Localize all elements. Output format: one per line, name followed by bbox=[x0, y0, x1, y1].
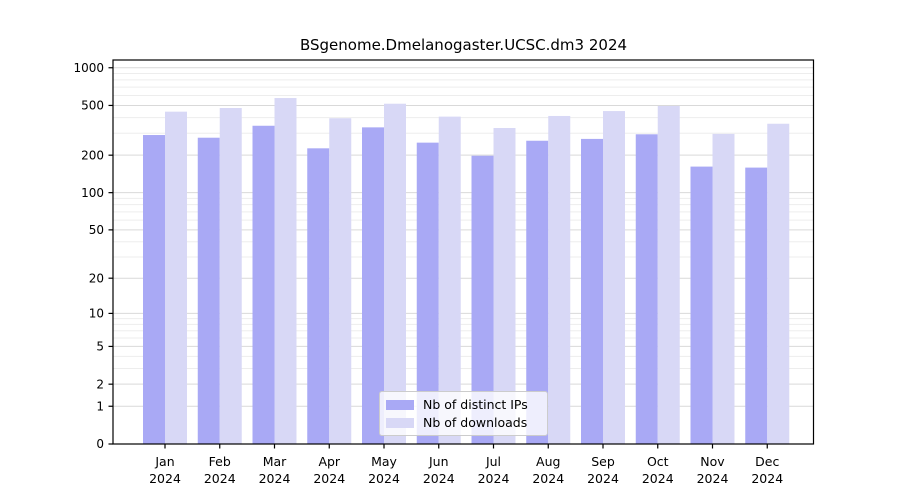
legend-entry-distinct-ips: Nb of distinct IPs bbox=[386, 397, 541, 412]
bar-downloads-nov bbox=[712, 133, 735, 445]
plot-frame bbox=[112, 59, 815, 445]
y-tick-label: 10 bbox=[89, 307, 104, 321]
bar-distinct-ips-apr bbox=[307, 148, 330, 444]
y-tick-label: 500 bbox=[81, 99, 104, 113]
bar-downloads-aug bbox=[548, 115, 571, 444]
bar-downloads-jun bbox=[438, 116, 461, 444]
y-tick-label: 1000 bbox=[73, 61, 104, 75]
bar-downloads-dec bbox=[767, 123, 790, 444]
x-tick-label-month: Aug bbox=[536, 454, 560, 469]
bar-distinct-ips-jan bbox=[143, 135, 165, 444]
x-tick-label-month: Sep bbox=[591, 454, 615, 469]
bar-distinct-ips-oct bbox=[635, 134, 658, 445]
x-tick-label-year: 2024 bbox=[697, 471, 729, 486]
x-tick-label-year: 2024 bbox=[478, 471, 510, 486]
bar-downloads-mar bbox=[274, 98, 297, 445]
x-tick-label-month: Apr bbox=[318, 454, 340, 469]
x-tick-label-year: 2024 bbox=[532, 471, 564, 486]
bar-downloads-feb bbox=[219, 107, 242, 444]
y-tick-label: 200 bbox=[81, 148, 104, 162]
y-tick-label: 50 bbox=[89, 223, 104, 237]
y-tick-label: 2 bbox=[96, 377, 104, 391]
x-tick-label-month: Nov bbox=[700, 454, 725, 469]
bar-downloads-jan bbox=[165, 111, 187, 445]
bar-downloads-sep bbox=[603, 111, 625, 444]
x-tick-label-year: 2024 bbox=[423, 471, 455, 486]
y-tick-label: 100 bbox=[81, 186, 104, 200]
x-tick-label-year: 2024 bbox=[259, 471, 291, 486]
x-tick-label-month: Feb bbox=[209, 454, 231, 469]
x-tick-label-year: 2024 bbox=[149, 471, 181, 486]
x-tick-label-year: 2024 bbox=[587, 471, 619, 486]
bar-distinct-ips-sep bbox=[581, 138, 603, 445]
legend-swatch-downloads bbox=[386, 417, 414, 428]
bar-distinct-ips-jun bbox=[416, 142, 439, 444]
bar-downloads-apr bbox=[329, 118, 352, 444]
x-tick-label-month: Jun bbox=[428, 454, 449, 469]
x-tick-label-year: 2024 bbox=[204, 471, 236, 486]
bar-distinct-ips-dec bbox=[745, 167, 768, 445]
x-tick-label-month: Oct bbox=[647, 454, 669, 469]
x-tick-label-month: Dec bbox=[755, 454, 779, 469]
y-tick-label: 20 bbox=[89, 271, 104, 285]
bar-distinct-ips-feb bbox=[197, 137, 220, 444]
bar-downloads-jul bbox=[493, 128, 516, 445]
legend-label-distinct-ips: Nb of distinct IPs bbox=[423, 397, 528, 412]
bar-distinct-ips-aug bbox=[526, 140, 549, 445]
chart-title: BSgenome.Dmelanogaster.UCSC.dm3 2024 bbox=[299, 36, 628, 54]
x-tick-label-month: Jul bbox=[485, 454, 501, 469]
bar-distinct-ips-mar bbox=[252, 125, 275, 445]
x-tick-label-month: Jan bbox=[154, 454, 174, 469]
legend-entry-downloads: Nb of downloads bbox=[386, 415, 541, 430]
y-tick-label: 0 bbox=[96, 437, 104, 451]
legend-swatch-distinct-ips bbox=[386, 399, 414, 410]
y-tick-label: 1 bbox=[96, 399, 104, 413]
bar-distinct-ips-nov bbox=[690, 166, 713, 444]
legend: Nb of distinct IPs Nb of downloads bbox=[379, 391, 548, 436]
x-tick-label-year: 2024 bbox=[313, 471, 345, 486]
y-tick-label: 5 bbox=[96, 340, 104, 354]
bar-downloads-oct bbox=[657, 105, 680, 444]
bar-downloads-may bbox=[384, 103, 406, 445]
x-tick-label-month: Mar bbox=[263, 454, 287, 469]
x-tick-label-month: May bbox=[371, 454, 397, 469]
bar-distinct-ips-jul bbox=[471, 155, 494, 445]
legend-label-downloads: Nb of downloads bbox=[423, 415, 528, 430]
x-tick-label-year: 2024 bbox=[642, 471, 674, 486]
x-tick-label-year: 2024 bbox=[751, 471, 783, 486]
bar-distinct-ips-may bbox=[362, 127, 384, 445]
x-tick-label-year: 2024 bbox=[368, 471, 400, 486]
